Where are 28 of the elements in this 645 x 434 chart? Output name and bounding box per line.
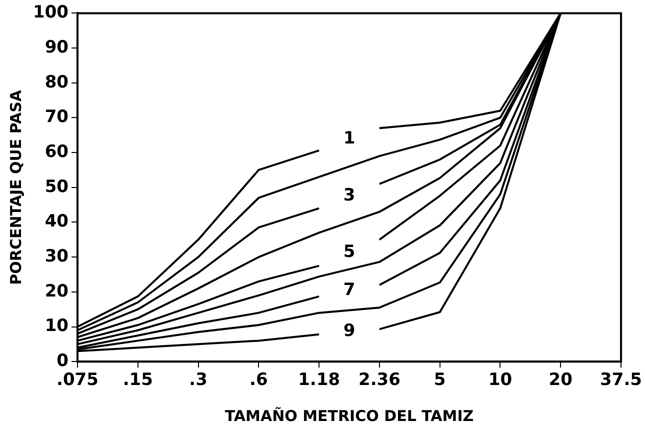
x-tick-label: 1.18: [298, 370, 340, 390]
y-tick-label: 90: [44, 37, 69, 58]
x-tick-label: 20: [548, 370, 573, 390]
x-tick-label: 5: [434, 370, 446, 390]
y-tick-label: 80: [44, 72, 69, 92]
x-tick-label: 2.36: [358, 370, 400, 390]
series-label: 9: [343, 321, 356, 342]
y-tick-label: 100: [32, 2, 69, 23]
series-label: 7: [343, 280, 356, 300]
x-tick-label: 10: [488, 370, 512, 390]
x-tick-label: .3: [189, 370, 208, 390]
series-label: 1: [343, 128, 356, 149]
y-tick-label: 30: [44, 246, 69, 266]
x-tick-label: .15: [122, 370, 153, 390]
x-tick-label: .6: [250, 370, 268, 390]
y-tick-label: 0: [56, 351, 69, 372]
y-tick-label: 40: [44, 212, 69, 232]
x-axis-title: TAMAÑO METRICO DEL TAMIZ: [224, 406, 474, 425]
y-tick-label: 10: [44, 316, 69, 336]
y-tick-label: 60: [44, 142, 69, 162]
series-label: 3: [343, 186, 356, 206]
series-label: 5: [343, 242, 356, 262]
x-tick-label: 37.5: [600, 370, 642, 390]
y-tick-label: 20: [44, 281, 69, 302]
y-tick-label: 50: [44, 176, 69, 197]
x-tick-label: .075: [56, 370, 98, 390]
y-axis-title: PORCENTAJE QUE PASA: [6, 90, 25, 285]
y-tick-label: 70: [44, 107, 69, 128]
